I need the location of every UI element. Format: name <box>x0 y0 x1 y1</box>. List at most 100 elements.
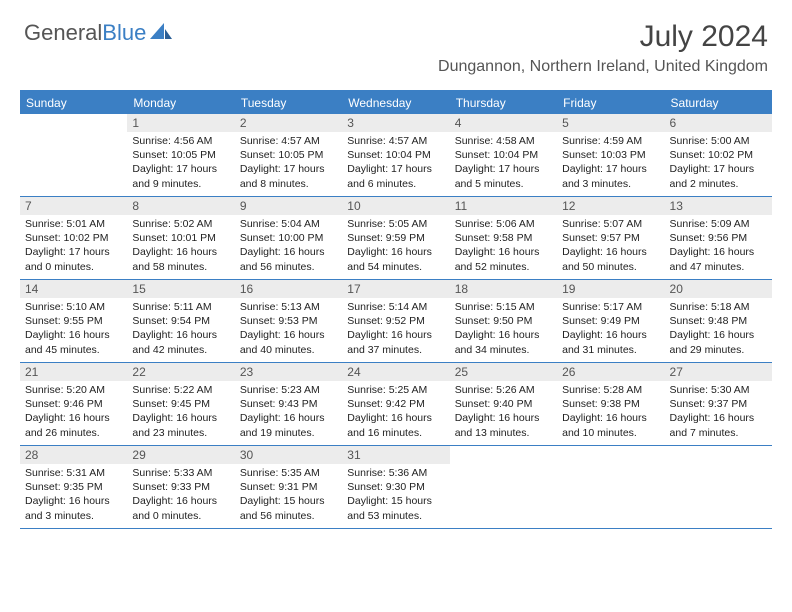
day-line: Daylight: 17 hours and 8 minutes. <box>240 162 337 190</box>
day-line: Sunrise: 5:10 AM <box>25 300 122 314</box>
day-number: 15 <box>127 280 234 298</box>
day-body: Sunrise: 5:31 AMSunset: 9:35 PMDaylight:… <box>20 464 127 527</box>
day-line: Daylight: 16 hours and 45 minutes. <box>25 328 122 356</box>
weekday-label: Tuesday <box>235 92 342 114</box>
day-line: Daylight: 16 hours and 0 minutes. <box>132 494 229 522</box>
day-number: 22 <box>127 363 234 381</box>
day-line: Sunset: 10:03 PM <box>562 148 659 162</box>
weekday-label: Friday <box>557 92 664 114</box>
header: GeneralBlue July 2024 Dungannon, Norther… <box>0 0 792 80</box>
day-cell: 4Sunrise: 4:58 AMSunset: 10:04 PMDayligh… <box>450 114 557 196</box>
day-line: Daylight: 17 hours and 5 minutes. <box>455 162 552 190</box>
day-line: Sunrise: 5:25 AM <box>347 383 444 397</box>
logo-word-general: General <box>24 20 102 45</box>
day-body: Sunrise: 5:26 AMSunset: 9:40 PMDaylight:… <box>450 381 557 444</box>
day-line: Daylight: 16 hours and 47 minutes. <box>670 245 767 273</box>
day-line: Sunset: 10:02 PM <box>25 231 122 245</box>
day-number: 19 <box>557 280 664 298</box>
day-line: Daylight: 16 hours and 42 minutes. <box>132 328 229 356</box>
day-cell <box>20 114 127 196</box>
weeks-container: 1Sunrise: 4:56 AMSunset: 10:05 PMDayligh… <box>20 114 772 529</box>
day-line: Daylight: 16 hours and 37 minutes. <box>347 328 444 356</box>
day-line: Sunset: 9:52 PM <box>347 314 444 328</box>
day-cell: 6Sunrise: 5:00 AMSunset: 10:02 PMDayligh… <box>665 114 772 196</box>
day-cell: 20Sunrise: 5:18 AMSunset: 9:48 PMDayligh… <box>665 280 772 362</box>
day-cell: 19Sunrise: 5:17 AMSunset: 9:49 PMDayligh… <box>557 280 664 362</box>
day-line: Sunrise: 5:28 AM <box>562 383 659 397</box>
day-line: Sunset: 10:05 PM <box>240 148 337 162</box>
day-line: Sunrise: 4:59 AM <box>562 134 659 148</box>
day-number: 5 <box>557 114 664 132</box>
day-cell: 11Sunrise: 5:06 AMSunset: 9:58 PMDayligh… <box>450 197 557 279</box>
day-line: Daylight: 16 hours and 52 minutes. <box>455 245 552 273</box>
day-body: Sunrise: 5:35 AMSunset: 9:31 PMDaylight:… <box>235 464 342 527</box>
day-line: Daylight: 16 hours and 26 minutes. <box>25 411 122 439</box>
day-number: 2 <box>235 114 342 132</box>
day-cell: 22Sunrise: 5:22 AMSunset: 9:45 PMDayligh… <box>127 363 234 445</box>
day-cell: 29Sunrise: 5:33 AMSunset: 9:33 PMDayligh… <box>127 446 234 528</box>
day-number: 30 <box>235 446 342 464</box>
day-line: Sunset: 9:35 PM <box>25 480 122 494</box>
day-line: Daylight: 17 hours and 3 minutes. <box>562 162 659 190</box>
day-number: 13 <box>665 197 772 215</box>
week-row: 1Sunrise: 4:56 AMSunset: 10:05 PMDayligh… <box>20 114 772 197</box>
day-line: Daylight: 16 hours and 50 minutes. <box>562 245 659 273</box>
logo-sail-icon <box>150 21 172 46</box>
day-number: 17 <box>342 280 449 298</box>
day-line: Daylight: 16 hours and 29 minutes. <box>670 328 767 356</box>
day-line: Sunset: 9:42 PM <box>347 397 444 411</box>
day-line: Sunrise: 5:36 AM <box>347 466 444 480</box>
day-line: Sunrise: 4:57 AM <box>240 134 337 148</box>
day-body: Sunrise: 5:05 AMSunset: 9:59 PMDaylight:… <box>342 215 449 278</box>
day-line: Daylight: 15 hours and 53 minutes. <box>347 494 444 522</box>
day-line: Sunrise: 5:01 AM <box>25 217 122 231</box>
weekday-label: Sunday <box>20 92 127 114</box>
day-line: Sunset: 9:57 PM <box>562 231 659 245</box>
day-number: 23 <box>235 363 342 381</box>
day-line: Sunrise: 5:15 AM <box>455 300 552 314</box>
day-line: Daylight: 16 hours and 7 minutes. <box>670 411 767 439</box>
weekday-label: Saturday <box>665 92 772 114</box>
day-number: 12 <box>557 197 664 215</box>
day-line: Sunset: 9:55 PM <box>25 314 122 328</box>
day-line: Sunrise: 5:20 AM <box>25 383 122 397</box>
day-line: Sunset: 10:02 PM <box>670 148 767 162</box>
day-cell: 16Sunrise: 5:13 AMSunset: 9:53 PMDayligh… <box>235 280 342 362</box>
day-line: Daylight: 16 hours and 10 minutes. <box>562 411 659 439</box>
day-body: Sunrise: 5:00 AMSunset: 10:02 PMDaylight… <box>665 132 772 195</box>
day-line: Sunrise: 5:07 AM <box>562 217 659 231</box>
day-line: Sunrise: 4:56 AM <box>132 134 229 148</box>
day-cell: 15Sunrise: 5:11 AMSunset: 9:54 PMDayligh… <box>127 280 234 362</box>
day-cell: 2Sunrise: 4:57 AMSunset: 10:05 PMDayligh… <box>235 114 342 196</box>
location: Dungannon, Northern Ireland, United King… <box>438 58 768 76</box>
day-line: Daylight: 15 hours and 56 minutes. <box>240 494 337 522</box>
day-line: Daylight: 17 hours and 2 minutes. <box>670 162 767 190</box>
day-body: Sunrise: 5:15 AMSunset: 9:50 PMDaylight:… <box>450 298 557 361</box>
day-line: Sunset: 10:04 PM <box>455 148 552 162</box>
day-number: 26 <box>557 363 664 381</box>
title-block: July 2024 Dungannon, Northern Ireland, U… <box>438 20 768 76</box>
day-body: Sunrise: 5:33 AMSunset: 9:33 PMDaylight:… <box>127 464 234 527</box>
day-body: Sunrise: 5:13 AMSunset: 9:53 PMDaylight:… <box>235 298 342 361</box>
week-row: 28Sunrise: 5:31 AMSunset: 9:35 PMDayligh… <box>20 446 772 529</box>
day-line: Sunset: 9:45 PM <box>132 397 229 411</box>
day-line: Daylight: 17 hours and 6 minutes. <box>347 162 444 190</box>
day-cell: 31Sunrise: 5:36 AMSunset: 9:30 PMDayligh… <box>342 446 449 528</box>
day-line: Sunset: 9:31 PM <box>240 480 337 494</box>
day-body: Sunrise: 4:57 AMSunset: 10:05 PMDaylight… <box>235 132 342 195</box>
day-body: Sunrise: 5:04 AMSunset: 10:00 PMDaylight… <box>235 215 342 278</box>
day-body: Sunrise: 5:06 AMSunset: 9:58 PMDaylight:… <box>450 215 557 278</box>
day-number: 27 <box>665 363 772 381</box>
day-number: 31 <box>342 446 449 464</box>
day-body: Sunrise: 4:58 AMSunset: 10:04 PMDaylight… <box>450 132 557 195</box>
day-line: Sunset: 9:49 PM <box>562 314 659 328</box>
day-line: Sunset: 9:37 PM <box>670 397 767 411</box>
day-line: Daylight: 16 hours and 54 minutes. <box>347 245 444 273</box>
day-body: Sunrise: 4:56 AMSunset: 10:05 PMDaylight… <box>127 132 234 195</box>
day-body: Sunrise: 5:09 AMSunset: 9:56 PMDaylight:… <box>665 215 772 278</box>
day-number: 4 <box>450 114 557 132</box>
day-line: Sunset: 9:38 PM <box>562 397 659 411</box>
day-line: Sunset: 9:43 PM <box>240 397 337 411</box>
day-number: 10 <box>342 197 449 215</box>
day-line: Daylight: 16 hours and 40 minutes. <box>240 328 337 356</box>
